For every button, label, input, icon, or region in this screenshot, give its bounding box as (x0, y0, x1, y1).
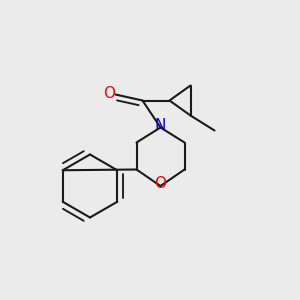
Text: N: N (155, 118, 166, 133)
Text: O: O (154, 176, 166, 191)
Text: O: O (103, 86, 115, 101)
